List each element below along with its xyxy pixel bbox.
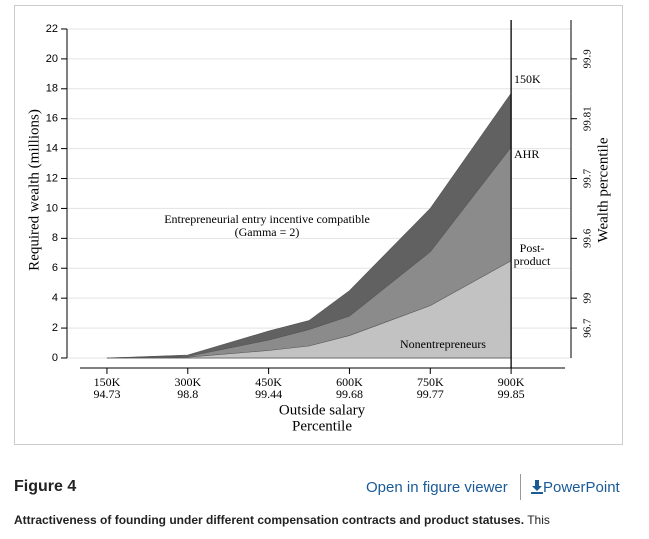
- y-tick-label: 10: [46, 202, 58, 214]
- figure-viewer-link[interactable]: Open in figure viewer: [366, 479, 508, 496]
- y2-tick-label: 99: [582, 292, 594, 304]
- x-tick-percentile: 94.73: [93, 387, 120, 401]
- annotation: Entrepreneurial entry incentive compatib…: [164, 212, 370, 226]
- x-tick-label: 900K: [498, 375, 525, 389]
- x-tick-percentile: 99.68: [336, 387, 363, 401]
- caption-title: Attractiveness of founding under differe…: [14, 513, 525, 527]
- y-tick-label: 14: [46, 143, 58, 155]
- series-label: AHR: [514, 147, 539, 161]
- y-tick-label: 4: [52, 292, 58, 304]
- y2-tick-label: 99.9: [582, 49, 594, 69]
- y-tick-label: 2: [52, 322, 58, 334]
- caption-text: This: [527, 513, 550, 527]
- x-tick-label: 600K: [336, 375, 363, 389]
- x-tick-label: 300K: [174, 375, 201, 389]
- y-tick-label: 20: [46, 53, 58, 65]
- figure-number: Figure 4: [14, 478, 77, 495]
- annotation: (Gamma = 2): [235, 225, 300, 239]
- y-tick-label: 8: [52, 232, 58, 244]
- y2-axis-label: Wealth percentile: [595, 137, 611, 242]
- y2-tick-label: 99.7: [582, 168, 594, 188]
- y-tick-label: 18: [46, 83, 58, 95]
- series-label: product: [514, 254, 551, 268]
- y2-tick-label: 99.81: [582, 106, 594, 131]
- x-axis-label: Outside salary: [279, 402, 366, 418]
- chart: Required wealth (millions) Wealth percen…: [26, 20, 611, 434]
- y-tick-label: 0: [52, 352, 58, 364]
- x-tick-label: 750K: [417, 375, 444, 389]
- y-tick-label: 22: [46, 23, 58, 35]
- x-axis-label: Percentile: [292, 418, 352, 434]
- x-tick-label: 150K: [94, 375, 121, 389]
- download-icon: [531, 480, 543, 494]
- x-tick-label: 450K: [255, 375, 282, 389]
- y-tick-label: 6: [52, 262, 58, 274]
- powerpoint-link[interactable]: PowerPoint: [531, 479, 620, 496]
- series-label: Post-: [520, 241, 545, 255]
- caption: Attractiveness of founding under differe…: [14, 513, 550, 527]
- powerpoint-text: PowerPoint: [543, 479, 620, 496]
- y-axis-label: Required wealth (millions): [26, 109, 42, 271]
- y-tick-label: 12: [46, 172, 58, 184]
- x-tick-percentile: 99.44: [255, 387, 282, 401]
- x-tick-percentile: 99.85: [498, 387, 525, 401]
- series-label: Nonentrepreneurs: [400, 337, 486, 351]
- series-label: 150K: [514, 72, 541, 86]
- y-tick-label: 16: [46, 113, 58, 125]
- y2-tick-label: 99.6: [582, 228, 594, 248]
- figure-frame: [14, 5, 623, 445]
- separator: [520, 474, 521, 500]
- y2-tick-label: 96.7: [582, 318, 594, 338]
- x-tick-percentile: 98.8: [177, 387, 198, 401]
- x-tick-percentile: 99.77: [417, 387, 444, 401]
